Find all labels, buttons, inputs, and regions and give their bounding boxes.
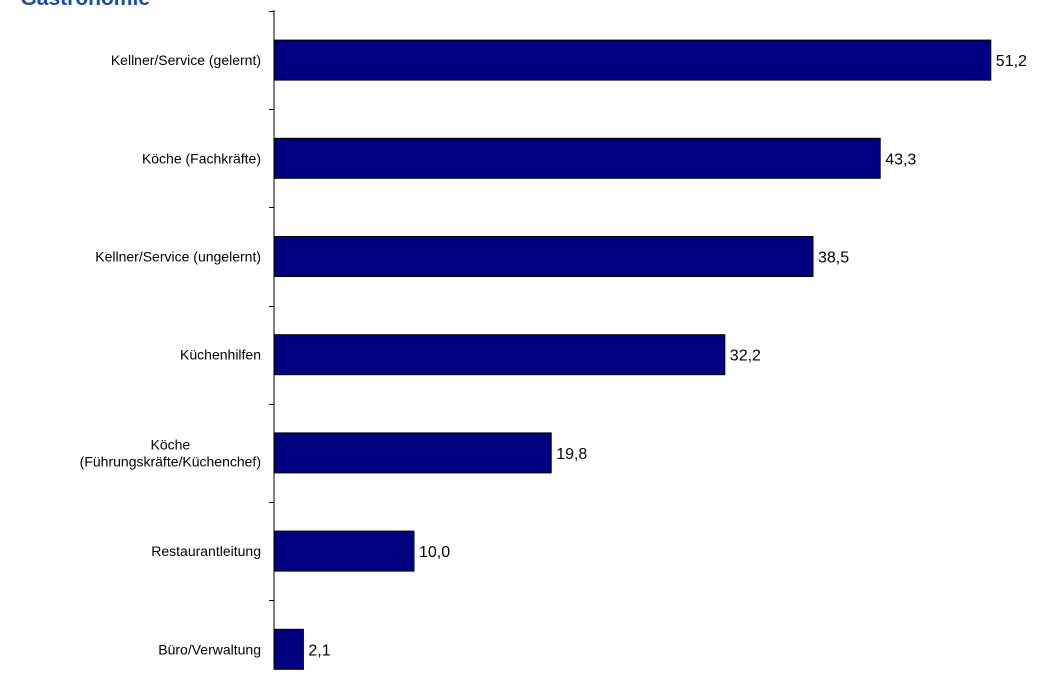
- category-label: Küchenhilfen: [180, 347, 261, 363]
- bar: [273, 137, 881, 179]
- category-label: Büro/Verwaltung: [158, 641, 261, 657]
- bar-value-label: 2,1: [308, 642, 330, 659]
- chart-bars: [273, 39, 992, 670]
- category-label: Restaurantleitung: [151, 543, 261, 559]
- page-title: Gastronomie: [0, 0, 150, 11]
- category-label: Kellner/Service (ungelernt): [95, 249, 261, 265]
- category-label: Köche (Fachkräfte): [142, 150, 261, 166]
- bar-value-label: 43,3: [885, 151, 916, 168]
- category-label: Köche (Führungskräfte/Küchenchef): [80, 436, 261, 469]
- bar-value-label: 19,8: [556, 446, 587, 463]
- bar: [273, 236, 814, 277]
- bar-value-label: 10,0: [419, 544, 450, 561]
- bar-value-label: 51,2: [996, 53, 1027, 70]
- bar-value-label: 38,5: [818, 250, 849, 267]
- bar: [273, 334, 726, 376]
- bar: [273, 530, 415, 572]
- bar-value-label: 32,2: [730, 348, 761, 365]
- chart-labels: 51,2 Kellner/Service (gelernt) 43,3 Köche (…: [80, 52, 1027, 659]
- bar: [273, 628, 304, 670]
- bar: [273, 432, 552, 474]
- category-label: Kellner/Service (gelernt): [111, 52, 261, 68]
- chart-axes: [269, 10, 275, 669]
- bar: [273, 39, 992, 81]
